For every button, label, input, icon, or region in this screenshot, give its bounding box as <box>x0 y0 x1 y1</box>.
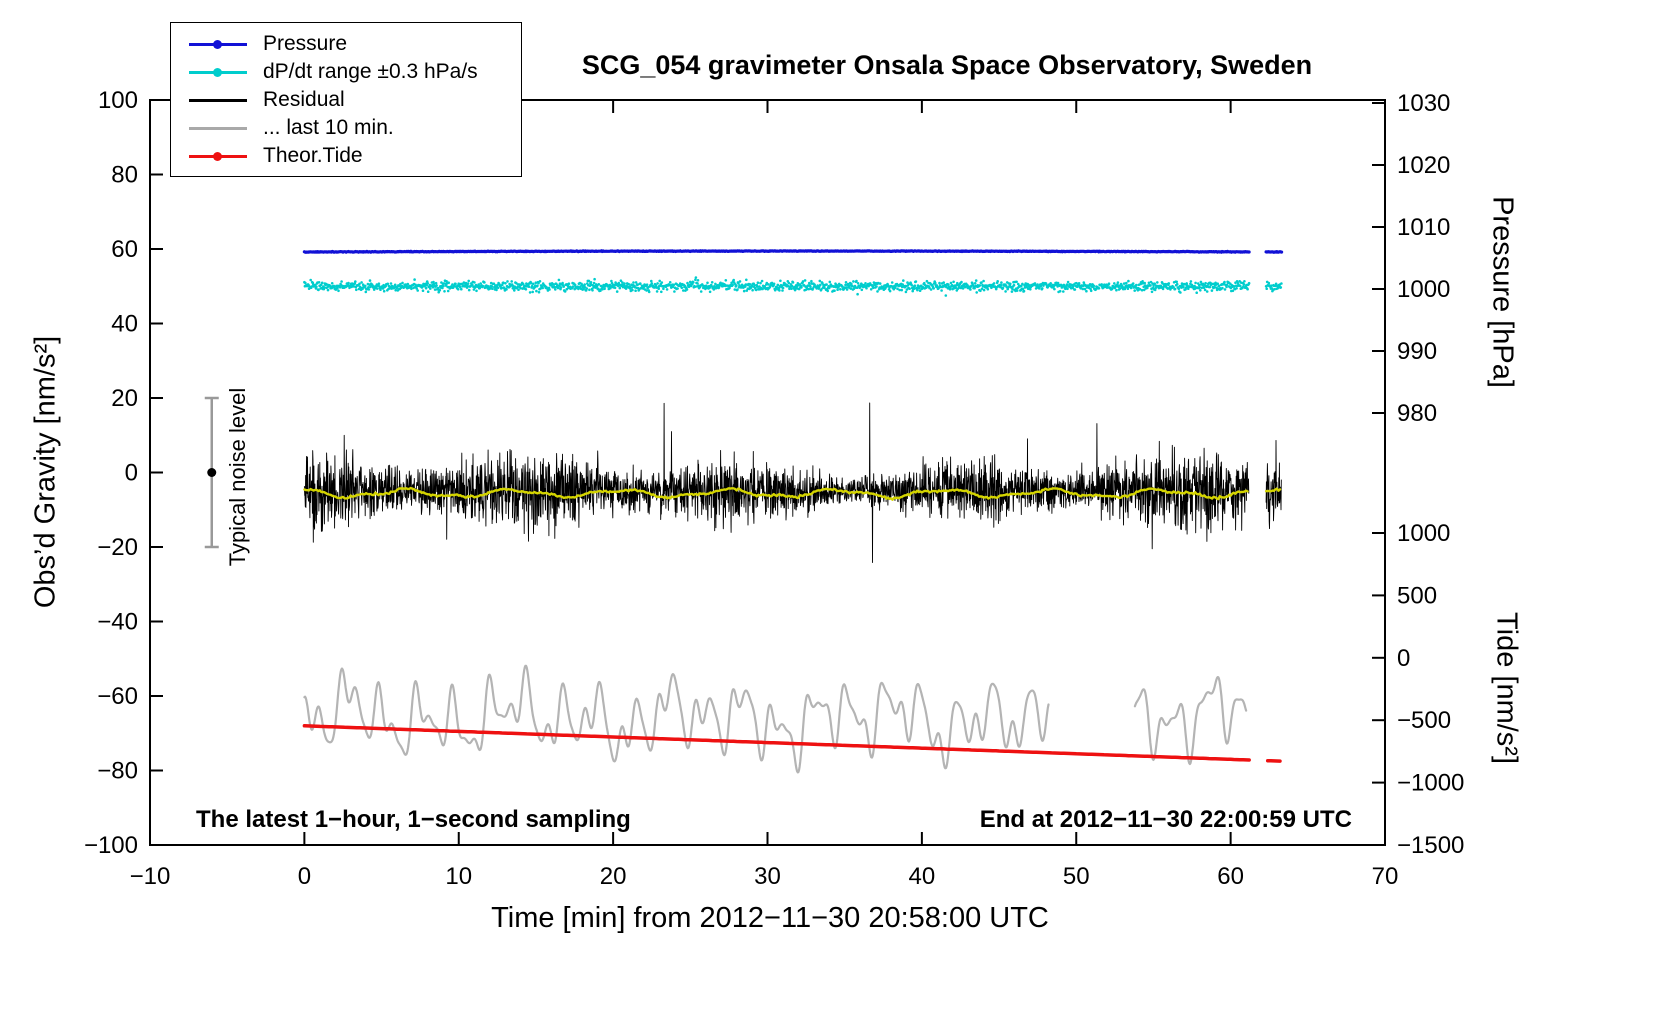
legend-item-residual: Residual <box>171 86 521 114</box>
y-axis-label-gravity: Obs’d Gravity [nm/s²] <box>29 335 62 609</box>
residual-line-icon <box>171 86 263 114</box>
legend: Pressure dP/dt range ±0.3 hPa/s Residual… <box>170 22 522 177</box>
y-left-tick-label: −100 <box>84 832 138 859</box>
pressure-tick-label: 1010 <box>1397 214 1450 241</box>
tide-tick-label: −1000 <box>1397 770 1464 797</box>
x-tick-label: 50 <box>1063 863 1090 890</box>
y-left-tick-label: 100 <box>98 87 138 114</box>
last10min-line-icon <box>171 114 263 142</box>
pressure-series <box>1264 250 1284 254</box>
page-title: SCG_054 gravimeter Onsala Space Observat… <box>581 50 1313 80</box>
y-left-tick-label: −40 <box>97 609 138 636</box>
pressure-series <box>302 249 1251 254</box>
residual-smoothed-series <box>1264 487 1282 493</box>
x-axis-label: Time [min] from 2012−11−30 20:58:00 UTC <box>491 902 1049 934</box>
tide-tick-label: 0 <box>1397 645 1410 672</box>
x-tick-label: 70 <box>1372 863 1399 890</box>
residual-series <box>1265 439 1282 530</box>
legend-item-theor-tide: Theor.Tide <box>171 142 521 170</box>
pressure-tick-label: 980 <box>1397 400 1437 427</box>
legend-item-pressure: Pressure <box>171 30 521 58</box>
y-left-tick-label: −20 <box>97 534 138 561</box>
pressure-tick-label: 1020 <box>1397 152 1450 179</box>
x-tick-label: 0 <box>298 863 311 890</box>
x-tick-label: 30 <box>754 863 781 890</box>
y-axis-label-pressure: Pressure [hPa] <box>1486 196 1519 388</box>
y-left-tick-label: −60 <box>97 683 138 710</box>
pressure-line-icon <box>171 30 263 58</box>
residual-smoothed-series <box>303 486 1249 501</box>
y-axis-label-tide: Tide [nm/s²] <box>1490 611 1523 765</box>
legend-item-dpdt: dP/dt range ±0.3 hPa/s <box>171 58 521 86</box>
legend-item-last10min: ... last 10 min. <box>171 114 521 142</box>
pressure-tick-label: 1000 <box>1397 276 1450 303</box>
x-tick-label: −10 <box>130 863 171 890</box>
legend-label-last10min: ... last 10 min. <box>263 116 394 139</box>
pressure-tick-label: 990 <box>1397 338 1437 365</box>
y-left-tick-label: 60 <box>111 236 138 263</box>
y-left-tick-label: 0 <box>125 460 138 487</box>
noise-level-dot <box>207 468 217 477</box>
pressure-tick-label: 1030 <box>1397 90 1450 117</box>
tide-tick-label: 1000 <box>1397 520 1450 547</box>
legend-label-dpdt: dP/dt range ±0.3 hPa/s <box>263 60 478 83</box>
x-tick-label: 10 <box>445 863 472 890</box>
legend-label-pressure: Pressure <box>263 32 348 55</box>
noise-level-annotation: Typical noise level <box>225 387 250 567</box>
y-left-tick-label: 40 <box>111 311 138 338</box>
theor-tide-series <box>302 724 1251 762</box>
tide-tick-label: 500 <box>1397 582 1437 609</box>
legend-label-theor-tide: Theor.Tide <box>263 144 363 167</box>
theor-tide-line-icon <box>171 142 263 170</box>
dpdt-scatter-last-point <box>1280 282 1283 285</box>
y-left-tick-label: 80 <box>111 162 138 189</box>
end-time-note: End at 2012−11−30 22:00:59 UTC <box>979 806 1352 833</box>
x-tick-label: 60 <box>1217 863 1244 890</box>
dpdt-line-icon <box>171 58 263 86</box>
legend-label-residual: Residual <box>263 88 345 111</box>
y-left-tick-label: 20 <box>111 385 138 412</box>
x-tick-label: 20 <box>600 863 627 890</box>
residual-series <box>303 402 1250 563</box>
last10min-series <box>303 664 1050 774</box>
x-tick-label: 40 <box>909 863 936 890</box>
last10min-series <box>1133 676 1248 766</box>
y-left-tick-label: −80 <box>97 758 138 785</box>
tide-tick-label: −1500 <box>1397 832 1464 859</box>
sampling-note: The latest 1−hour, 1−second sampling <box>196 806 631 833</box>
tide-tick-label: −500 <box>1397 707 1451 734</box>
